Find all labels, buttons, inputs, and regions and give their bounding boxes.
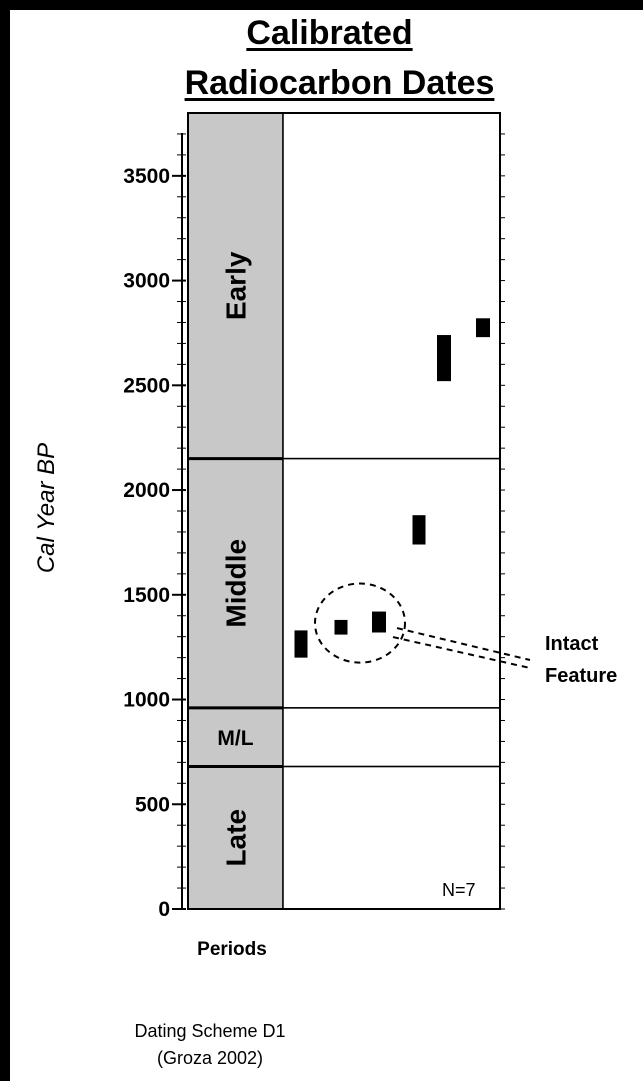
y-tick-label: 1000: [123, 689, 170, 712]
y-tick-label: 3000: [123, 270, 170, 293]
y-axis: 0 500 1000 1500 2000 2500 3000 3500: [123, 133, 186, 921]
period-label: Early: [221, 251, 252, 320]
y-tick-label: 0: [158, 898, 170, 921]
period-label: Middle: [221, 539, 252, 628]
date-bar: [412, 515, 426, 545]
chart-title-line-1: Calibrated: [246, 14, 413, 52]
y-tick-label: 1500: [123, 584, 170, 607]
y-tick-label: 3500: [123, 165, 170, 188]
period-label: Late: [221, 809, 252, 867]
period-band-late: [187, 765, 284, 910]
sample-count-label: N=7: [442, 880, 476, 900]
date-bar: [476, 318, 490, 338]
period-column: Early Middle M/L Late: [187, 112, 505, 910]
date-bar: [437, 335, 451, 382]
period-plot-band: [282, 112, 501, 460]
intact-feature-ellipse: [314, 582, 406, 664]
date-bar: [372, 611, 386, 633]
annotation-group: Intact Feature: [314, 582, 617, 687]
y-tick-label: 2500: [123, 374, 170, 397]
date-bar: [294, 630, 308, 658]
chart-title-line-2: Radiocarbon Dates: [184, 64, 495, 102]
date-bars: [294, 318, 490, 658]
annotation-label-line-1: Intact: [545, 633, 599, 655]
annotation-leader-line: [396, 627, 531, 661]
period-label: M/L: [217, 727, 253, 750]
caption-line-1: Dating Scheme D1: [134, 1021, 285, 1041]
period-plot-band: [282, 457, 501, 709]
date-bar: [334, 619, 348, 635]
caption-line-2: (Groza 2002): [157, 1048, 263, 1068]
annotation-leader-line: [392, 636, 531, 669]
annotation-label-line-2: Feature: [545, 665, 617, 687]
period-plot-band: [282, 707, 501, 768]
y-axis-label: Cal Year BP: [33, 443, 60, 573]
x-axis-label: Periods: [197, 939, 267, 960]
y-tick-label: 500: [135, 793, 170, 816]
y-tick-label: 2000: [123, 479, 170, 502]
